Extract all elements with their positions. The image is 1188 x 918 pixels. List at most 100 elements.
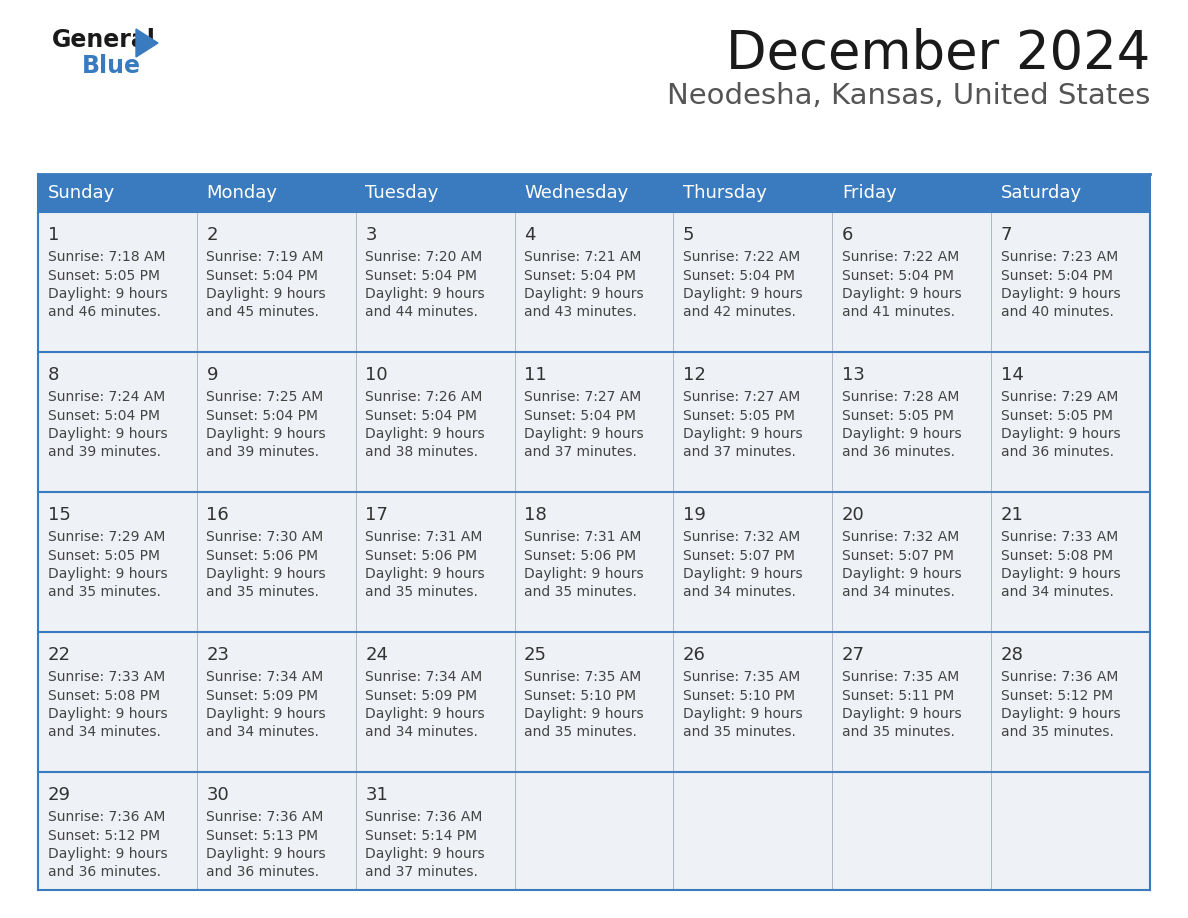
- Text: Thursday: Thursday: [683, 184, 766, 202]
- Text: 2: 2: [207, 226, 217, 244]
- Text: Sunrise: 7:26 AM: Sunrise: 7:26 AM: [365, 390, 482, 404]
- Text: and 39 minutes.: and 39 minutes.: [48, 445, 160, 460]
- Text: General: General: [52, 28, 156, 52]
- Text: Daylight: 9 hours: Daylight: 9 hours: [365, 427, 485, 441]
- Bar: [514, 352, 674, 492]
- Text: Sunset: 5:07 PM: Sunset: 5:07 PM: [683, 548, 795, 563]
- Text: and 40 minutes.: and 40 minutes.: [1000, 306, 1113, 319]
- Text: and 34 minutes.: and 34 minutes.: [683, 586, 796, 599]
- Text: Sunrise: 7:27 AM: Sunrise: 7:27 AM: [524, 390, 642, 404]
- Text: Sunset: 5:04 PM: Sunset: 5:04 PM: [48, 409, 159, 422]
- Bar: [833, 772, 991, 890]
- Text: and 46 minutes.: and 46 minutes.: [48, 306, 160, 319]
- Text: 14: 14: [1000, 366, 1024, 384]
- Text: 15: 15: [48, 506, 70, 524]
- Text: Daylight: 9 hours: Daylight: 9 hours: [842, 567, 961, 581]
- Text: 13: 13: [842, 366, 865, 384]
- Text: 6: 6: [842, 226, 853, 244]
- Text: Sunset: 5:05 PM: Sunset: 5:05 PM: [842, 409, 954, 422]
- Bar: [991, 352, 1150, 492]
- Text: Daylight: 9 hours: Daylight: 9 hours: [365, 707, 485, 721]
- Text: 23: 23: [207, 646, 229, 664]
- Text: Daylight: 9 hours: Daylight: 9 hours: [524, 567, 644, 581]
- Text: 25: 25: [524, 646, 548, 664]
- Text: Blue: Blue: [82, 54, 141, 78]
- Text: Sunrise: 7:28 AM: Sunrise: 7:28 AM: [842, 390, 959, 404]
- Bar: [197, 632, 355, 772]
- Text: 21: 21: [1000, 506, 1024, 524]
- Text: and 35 minutes.: and 35 minutes.: [524, 586, 637, 599]
- Text: Sunrise: 7:20 AM: Sunrise: 7:20 AM: [365, 250, 482, 264]
- Bar: [833, 352, 991, 492]
- Text: and 36 minutes.: and 36 minutes.: [1000, 445, 1113, 460]
- Text: Sunrise: 7:35 AM: Sunrise: 7:35 AM: [842, 670, 959, 684]
- Text: Monday: Monday: [207, 184, 277, 202]
- Text: 8: 8: [48, 366, 59, 384]
- Text: Daylight: 9 hours: Daylight: 9 hours: [683, 287, 803, 301]
- Text: Sunset: 5:04 PM: Sunset: 5:04 PM: [365, 409, 478, 422]
- Bar: [355, 352, 514, 492]
- Text: Sunrise: 7:25 AM: Sunrise: 7:25 AM: [207, 390, 323, 404]
- Text: Sunset: 5:04 PM: Sunset: 5:04 PM: [524, 268, 636, 283]
- Text: Daylight: 9 hours: Daylight: 9 hours: [207, 287, 326, 301]
- Text: and 36 minutes.: and 36 minutes.: [48, 866, 160, 879]
- Text: 7: 7: [1000, 226, 1012, 244]
- Bar: [991, 632, 1150, 772]
- Text: and 39 minutes.: and 39 minutes.: [207, 445, 320, 460]
- Text: 31: 31: [365, 786, 388, 804]
- Bar: [197, 772, 355, 890]
- Text: Sunset: 5:06 PM: Sunset: 5:06 PM: [524, 548, 637, 563]
- Text: and 34 minutes.: and 34 minutes.: [207, 725, 320, 740]
- Text: and 36 minutes.: and 36 minutes.: [207, 866, 320, 879]
- Text: Daylight: 9 hours: Daylight: 9 hours: [842, 287, 961, 301]
- Text: Sunset: 5:08 PM: Sunset: 5:08 PM: [48, 688, 159, 702]
- Bar: [833, 492, 991, 632]
- Bar: [197, 352, 355, 492]
- Bar: [38, 492, 197, 632]
- Text: and 34 minutes.: and 34 minutes.: [48, 725, 160, 740]
- Text: 26: 26: [683, 646, 706, 664]
- Bar: [38, 212, 197, 352]
- Bar: [355, 212, 514, 352]
- Bar: [674, 492, 833, 632]
- Text: Friday: Friday: [842, 184, 897, 202]
- Bar: [514, 212, 674, 352]
- Text: Neodesha, Kansas, United States: Neodesha, Kansas, United States: [666, 82, 1150, 110]
- Bar: [38, 174, 1150, 212]
- Text: Daylight: 9 hours: Daylight: 9 hours: [524, 427, 644, 441]
- Text: Sunset: 5:05 PM: Sunset: 5:05 PM: [1000, 409, 1113, 422]
- Text: Sunset: 5:07 PM: Sunset: 5:07 PM: [842, 548, 954, 563]
- Text: Sunset: 5:04 PM: Sunset: 5:04 PM: [207, 409, 318, 422]
- Text: Daylight: 9 hours: Daylight: 9 hours: [207, 707, 326, 721]
- Text: and 35 minutes.: and 35 minutes.: [365, 586, 478, 599]
- Text: Sunset: 5:09 PM: Sunset: 5:09 PM: [207, 688, 318, 702]
- Text: and 35 minutes.: and 35 minutes.: [683, 725, 796, 740]
- Text: and 34 minutes.: and 34 minutes.: [365, 725, 478, 740]
- Text: Daylight: 9 hours: Daylight: 9 hours: [207, 847, 326, 861]
- Text: Sunset: 5:06 PM: Sunset: 5:06 PM: [365, 548, 478, 563]
- Text: Wednesday: Wednesday: [524, 184, 628, 202]
- Text: Sunset: 5:09 PM: Sunset: 5:09 PM: [365, 688, 478, 702]
- Text: and 35 minutes.: and 35 minutes.: [842, 725, 955, 740]
- Text: and 34 minutes.: and 34 minutes.: [1000, 586, 1113, 599]
- Text: Sunrise: 7:24 AM: Sunrise: 7:24 AM: [48, 390, 165, 404]
- Text: Sunset: 5:10 PM: Sunset: 5:10 PM: [683, 688, 795, 702]
- Text: Daylight: 9 hours: Daylight: 9 hours: [207, 427, 326, 441]
- Bar: [514, 492, 674, 632]
- Text: Daylight: 9 hours: Daylight: 9 hours: [683, 567, 803, 581]
- Bar: [991, 212, 1150, 352]
- Text: Daylight: 9 hours: Daylight: 9 hours: [365, 287, 485, 301]
- Text: Sunset: 5:05 PM: Sunset: 5:05 PM: [683, 409, 795, 422]
- Text: Sunrise: 7:23 AM: Sunrise: 7:23 AM: [1000, 250, 1118, 264]
- Text: 27: 27: [842, 646, 865, 664]
- Text: and 35 minutes.: and 35 minutes.: [48, 586, 160, 599]
- Text: Sunset: 5:11 PM: Sunset: 5:11 PM: [842, 688, 954, 702]
- Bar: [991, 772, 1150, 890]
- Text: Sunset: 5:04 PM: Sunset: 5:04 PM: [1000, 268, 1113, 283]
- Text: 19: 19: [683, 506, 706, 524]
- Text: Sunrise: 7:35 AM: Sunrise: 7:35 AM: [683, 670, 801, 684]
- Bar: [38, 632, 197, 772]
- Text: and 43 minutes.: and 43 minutes.: [524, 306, 637, 319]
- Text: Sunrise: 7:36 AM: Sunrise: 7:36 AM: [48, 810, 165, 824]
- Bar: [355, 492, 514, 632]
